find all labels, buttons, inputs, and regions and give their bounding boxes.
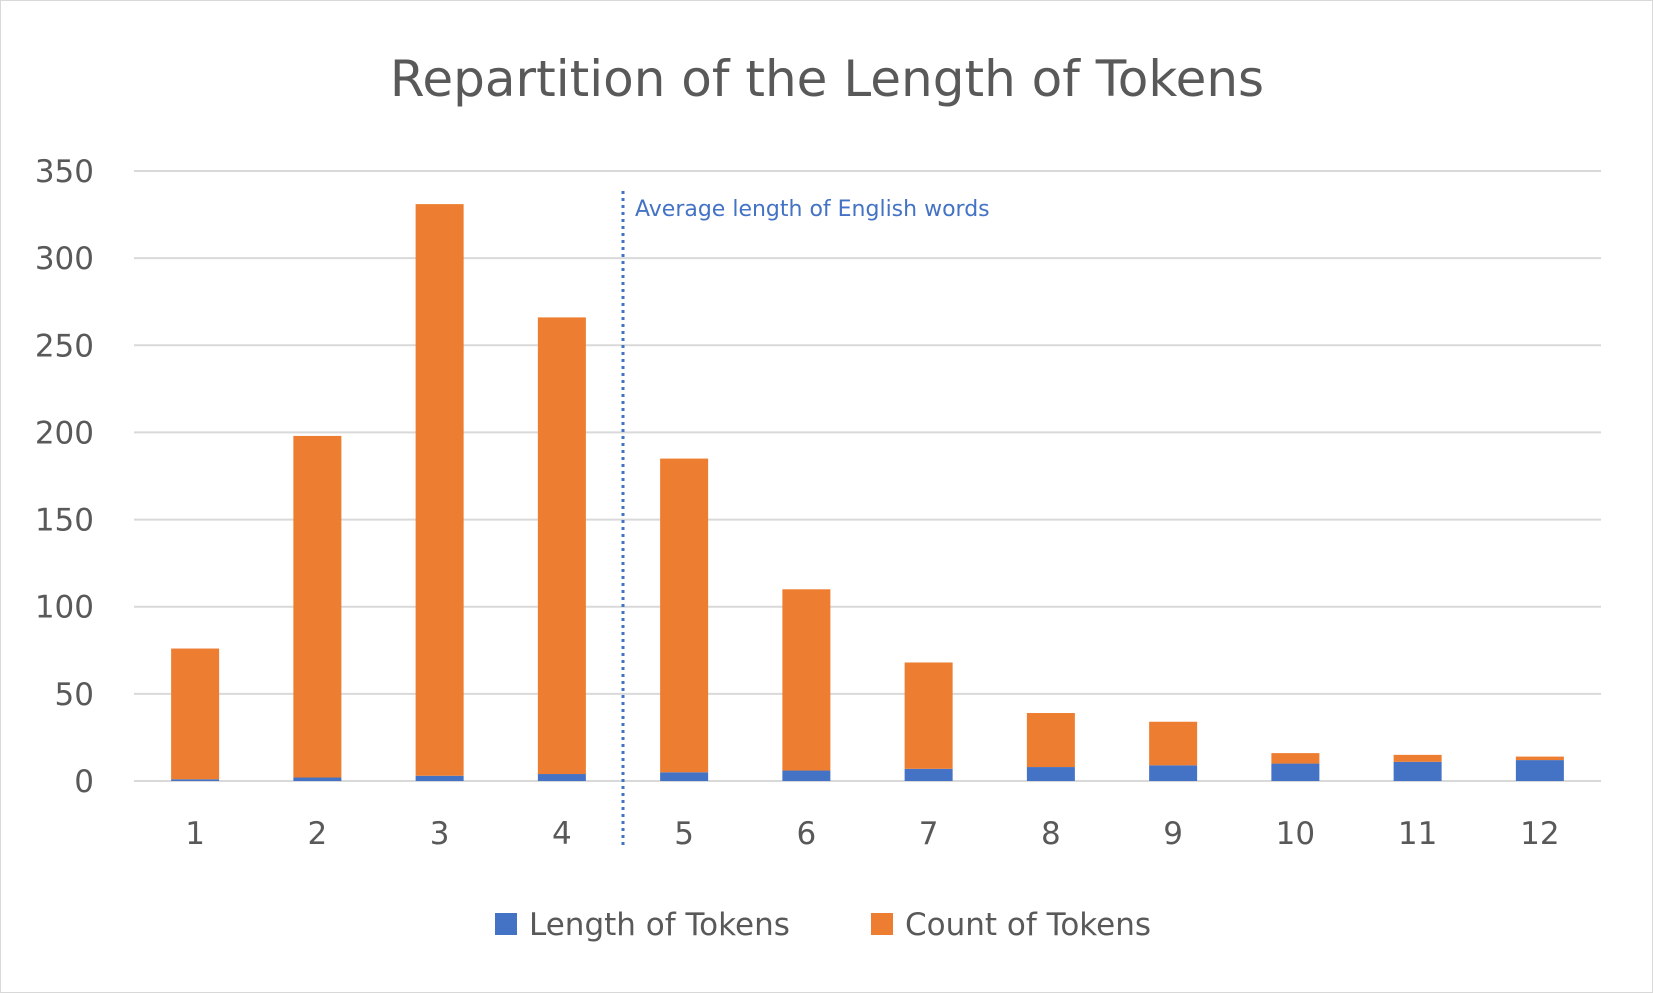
legend-swatch-length (495, 913, 517, 935)
x-tick-label: 4 (552, 816, 572, 852)
y-tick-label: 200 (35, 415, 94, 451)
bar-count-10 (1271, 753, 1320, 764)
legend-swatch-count (871, 913, 893, 935)
legend: Length of Tokens Count of Tokens (495, 907, 1151, 943)
y-tick-label: 300 (35, 241, 94, 277)
bar-length-10 (1271, 763, 1320, 781)
bar-count-12 (1515, 756, 1564, 761)
x-tick-label: 6 (797, 816, 817, 852)
x-tick-label: 7 (919, 816, 939, 852)
y-tick-label: 150 (35, 503, 94, 539)
x-tick-label: 3 (430, 816, 450, 852)
chart-title: Repartition of the Length of Tokens (390, 50, 1264, 108)
bar-length-9 (1149, 765, 1198, 781)
y-tick-label: 250 (35, 328, 94, 364)
bar-count-11 (1393, 754, 1442, 762)
bar-count-7 (904, 662, 953, 769)
legend-label-count: Count of Tokens (905, 907, 1151, 943)
bar-count-8 (1026, 713, 1075, 768)
bar-length-2 (293, 777, 342, 781)
legend-label-length: Length of Tokens (529, 907, 790, 943)
bar-count-6 (782, 589, 831, 771)
bar-count-9 (1149, 721, 1198, 766)
bar-length-3 (415, 775, 464, 781)
grid-lines (134, 170, 1601, 782)
bar-length-5 (660, 772, 709, 781)
bar-length-6 (782, 770, 831, 781)
bar-count-1 (171, 648, 220, 780)
y-tick-label: 100 (35, 590, 94, 626)
bar-length-1 (171, 779, 220, 781)
average-length-label: Average length of English words (635, 197, 990, 222)
y-tick-label: 50 (55, 677, 94, 713)
x-tick-label: 12 (1520, 816, 1559, 852)
bars (171, 204, 1564, 781)
bar-count-3 (415, 204, 464, 776)
annotation: Average length of English words (621, 191, 990, 849)
bar-count-5 (660, 458, 709, 773)
bar-length-12 (1515, 760, 1564, 781)
x-tick-label: 1 (185, 816, 205, 852)
bar-count-4 (537, 317, 586, 775)
bar-count-2 (293, 435, 342, 778)
x-tick-label: 5 (674, 816, 694, 852)
y-tick-label: 0 (74, 764, 94, 800)
bar-length-8 (1026, 767, 1075, 781)
x-tick-label: 10 (1276, 816, 1315, 852)
x-axis: 1 2 3 4 5 6 7 8 9 10 11 12 (185, 816, 1559, 852)
bar-length-4 (537, 774, 586, 781)
y-axis: 0 50 100 150 200 250 300 350 (35, 154, 94, 800)
x-tick-label: 2 (308, 816, 328, 852)
x-tick-label: 11 (1398, 816, 1437, 852)
bar-length-11 (1393, 761, 1442, 781)
y-tick-label: 350 (35, 154, 94, 190)
bar-length-7 (904, 768, 953, 781)
x-tick-label: 9 (1163, 816, 1183, 852)
x-tick-label: 8 (1041, 816, 1061, 852)
